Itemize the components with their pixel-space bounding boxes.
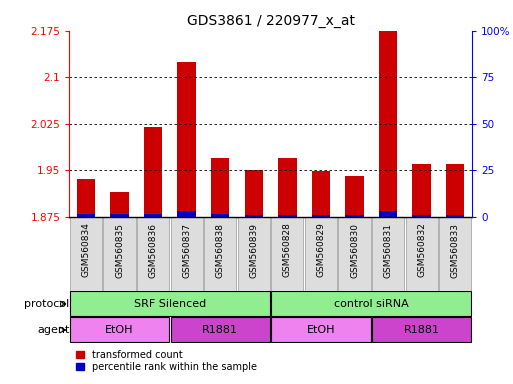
FancyBboxPatch shape (339, 217, 370, 291)
Text: R1881: R1881 (404, 325, 440, 335)
FancyBboxPatch shape (305, 217, 337, 291)
Text: GSM560831: GSM560831 (384, 223, 392, 278)
Bar (312, 215, 330, 217)
FancyBboxPatch shape (204, 217, 236, 291)
FancyBboxPatch shape (271, 217, 304, 291)
FancyBboxPatch shape (171, 217, 203, 291)
FancyBboxPatch shape (70, 318, 169, 343)
FancyBboxPatch shape (70, 291, 270, 316)
Bar (110, 192, 129, 217)
Bar (278, 215, 297, 217)
Text: protocol: protocol (24, 299, 70, 309)
Text: GSM560835: GSM560835 (115, 223, 124, 278)
Text: GSM560837: GSM560837 (182, 223, 191, 278)
Text: GSM560828: GSM560828 (283, 223, 292, 277)
Bar (345, 215, 364, 217)
Text: GSM560838: GSM560838 (216, 223, 225, 278)
Bar (144, 127, 163, 217)
Text: GSM560832: GSM560832 (417, 223, 426, 277)
FancyBboxPatch shape (238, 217, 270, 291)
Text: R1881: R1881 (202, 325, 238, 335)
Text: control siRNA: control siRNA (334, 299, 409, 309)
FancyBboxPatch shape (104, 217, 136, 291)
Bar (245, 170, 263, 217)
FancyBboxPatch shape (372, 318, 471, 343)
Bar (177, 210, 196, 217)
Text: GSM560833: GSM560833 (451, 223, 460, 278)
FancyBboxPatch shape (405, 217, 438, 291)
FancyBboxPatch shape (271, 318, 370, 343)
Title: GDS3861 / 220977_x_at: GDS3861 / 220977_x_at (187, 14, 354, 28)
FancyBboxPatch shape (70, 217, 102, 291)
Bar (110, 214, 129, 217)
Text: SRF Silenced: SRF Silenced (134, 299, 206, 309)
Bar (77, 214, 95, 217)
Bar (211, 158, 229, 217)
FancyBboxPatch shape (439, 217, 471, 291)
Bar (446, 164, 464, 217)
Bar (379, 31, 397, 217)
FancyBboxPatch shape (271, 291, 471, 316)
Text: GSM560830: GSM560830 (350, 223, 359, 278)
FancyBboxPatch shape (171, 318, 270, 343)
Bar (211, 214, 229, 217)
Bar (412, 215, 431, 217)
Legend: transformed count, percentile rank within the sample: transformed count, percentile rank withi… (74, 348, 259, 374)
Text: GSM560834: GSM560834 (82, 223, 90, 277)
Bar (312, 171, 330, 217)
Bar (345, 176, 364, 217)
FancyBboxPatch shape (372, 217, 404, 291)
FancyBboxPatch shape (137, 217, 169, 291)
Bar (177, 62, 196, 217)
Text: GSM560836: GSM560836 (149, 223, 157, 278)
Bar (144, 214, 163, 217)
Text: GSM560829: GSM560829 (317, 223, 325, 277)
Text: EtOH: EtOH (105, 325, 134, 335)
Bar (245, 215, 263, 217)
Text: agent: agent (37, 325, 70, 335)
Text: EtOH: EtOH (307, 325, 335, 335)
Bar (379, 211, 397, 217)
Text: GSM560839: GSM560839 (249, 223, 259, 278)
Bar (278, 158, 297, 217)
Bar (412, 164, 431, 217)
Bar (77, 179, 95, 217)
Bar (446, 215, 464, 217)
